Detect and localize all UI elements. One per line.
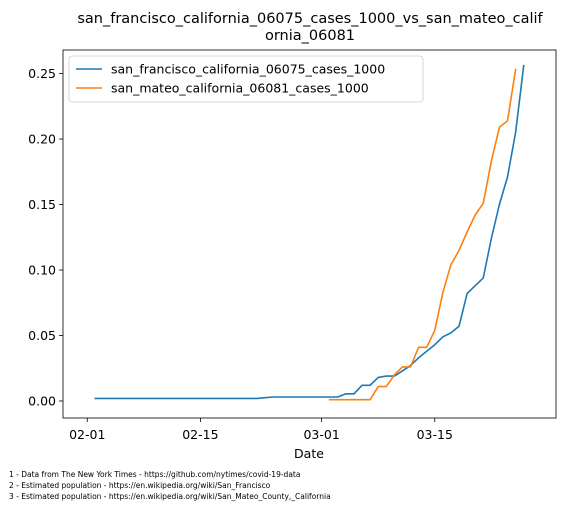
footnote-1: 1 - Data from The New York Times - https… [9,470,301,479]
series-line-1 [94,64,525,400]
x-tick-label: 03-01 [303,427,339,442]
footnote-3: 3 - Estimated population - https://en.wi… [9,492,331,501]
chart-title-line2: ornia_06081 [265,28,355,44]
y-tick-label: 0.20 [28,132,56,147]
footnotes: 1 - Data from The New York Times - https… [9,469,331,502]
y-tick-label: 0.10 [28,263,56,278]
y-tick-label: 0.05 [28,328,56,343]
x-tick-label: 02-01 [69,427,105,442]
chart-title-line1: san_francisco_california_06075_cases_100… [77,11,543,27]
x-axis-label: Date [294,446,324,461]
legend-box [68,55,424,103]
y-tick-label: 0.00 [28,393,56,408]
series-line-2 [328,68,517,401]
legend-label-2: san_mateo_california_06081_cases_1000 [111,81,369,96]
y-tick-label: 0.15 [28,197,56,212]
x-tick-label: 02-15 [182,427,218,442]
x-tick-label: 03-15 [417,427,453,442]
footnote-2: 2 - Estimated population - https://en.wi… [9,481,271,490]
legend-label-1: san_francisco_california_06075_cases_100… [111,62,385,77]
y-tick-label: 0.25 [28,66,56,81]
plot-frame [62,49,557,419]
